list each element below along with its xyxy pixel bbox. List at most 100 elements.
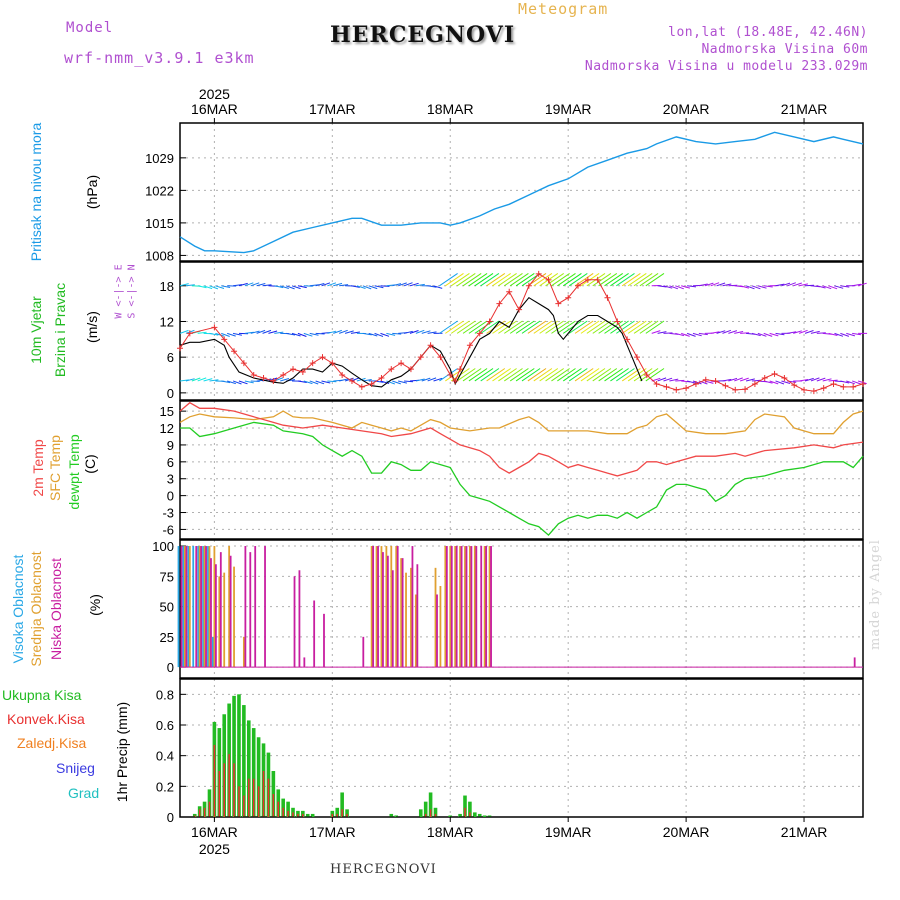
wind-arrow [468,320,488,334]
precip-total-bar [477,813,482,817]
wind-arrow [828,379,838,382]
wind-arrow [852,380,861,385]
gust-marker [742,386,749,393]
date-label-top: 19MAR [545,101,592,117]
wind-arrow [539,320,559,334]
wind-arrow [840,380,850,384]
wind-arrow [592,272,612,287]
wind-arrow [256,283,266,287]
wind-arrow [492,320,511,334]
gust-marker [722,382,729,389]
wind-arrow [751,332,761,337]
y-tick-label-precip: 0.8 [156,687,174,702]
precip-total-bar [251,728,256,817]
legend-convective-rain: Konvek.Kisa [7,711,85,727]
wind-arrow [745,285,755,290]
precip-total-bar [458,813,462,817]
gust-marker [771,370,778,377]
date-label-top: 17MAR [309,101,356,117]
wind-arrow [227,332,236,337]
precip-total-bar [389,813,394,817]
gust-marker [663,383,670,390]
model-elevation-readout: Nadmorska Visina u modelu 233.029m [584,59,868,74]
gust-marker [604,294,611,301]
wind-arrow [686,332,696,337]
gust-marker [791,382,798,389]
y-tick-label-cloud: 50 [160,600,174,615]
gust-marker [221,336,228,343]
wind-arrow [456,272,476,287]
wind-arrow [704,282,714,287]
wind-arrow [197,377,207,382]
gust-marker [348,377,355,384]
gust-marker [692,380,699,387]
y-tick-label-precip: 0 [167,810,174,825]
wind-arrow [445,320,464,334]
wind-arrow [521,320,541,334]
wind-arrow [409,330,419,334]
wind-arrow [309,332,319,336]
dewpt-line [180,421,864,537]
gust-marker [427,342,434,349]
wind-arrow [480,368,500,382]
wind-arrow [315,283,325,287]
wind-arrow [568,272,588,287]
wind-arrow [362,332,372,336]
gust-marker [388,366,395,373]
wind-arrow [492,272,511,287]
wind-arrow [775,332,785,336]
wind-arrow [333,329,342,334]
wind-arrow [610,320,629,334]
wind-arrow [268,377,278,382]
panel-frame-wind [179,261,864,401]
wind-arrow [557,368,576,382]
precip-total-bar [487,815,492,817]
wind-arrow [799,379,809,382]
gust-marker [673,386,680,393]
wind-arrow [386,332,396,336]
legend-freezing-rain: Zaledj.Kisa [17,735,87,751]
wind-arrow [734,331,744,334]
wind-arrow [657,285,667,288]
bottom-title: HERCEGNOVI [330,862,437,877]
wind-arrow [244,282,254,287]
gust-marker [447,372,454,379]
wind-arrow [504,368,523,382]
wind-arrow [509,320,529,334]
wind-arrow [574,320,594,334]
y-tick-label-wind: 18 [160,279,174,294]
wind-arrow [562,368,582,382]
pressure-line [179,131,864,254]
wind-arrow [462,272,482,287]
precip-total-bar [256,737,261,817]
meteogram-label: Meteogram [518,0,609,18]
wind-arrow [627,368,647,382]
wind-arrow [291,332,301,337]
legend-total-rain: Ukupna Kisa [2,687,82,703]
gust-marker [398,360,405,367]
wind-arrow [846,380,855,385]
wind-arrow [527,320,547,334]
y-tick-label-temp: 3 [167,472,174,487]
wind-arrow [297,285,307,289]
date-label-top: 20MAR [663,101,710,117]
y-tick-label-temp: -3 [162,506,174,521]
wind-arrow [757,285,767,289]
wind-arrow [285,285,295,290]
wind-arrow [698,332,708,336]
precip-total-bar [468,801,472,817]
wind-arrow [421,377,431,382]
wind-arrow [374,285,384,289]
wind-arrow [751,285,761,290]
gust-marker [840,383,847,390]
wind-arrow [209,332,219,336]
wind-arrow [804,330,814,334]
wind-arrow [427,377,437,382]
wind-arrow [409,282,419,287]
precip-total-bar [418,809,423,817]
wind-arrow [362,285,372,290]
precip-total-bar [310,813,315,817]
wind-arrow [710,282,720,287]
